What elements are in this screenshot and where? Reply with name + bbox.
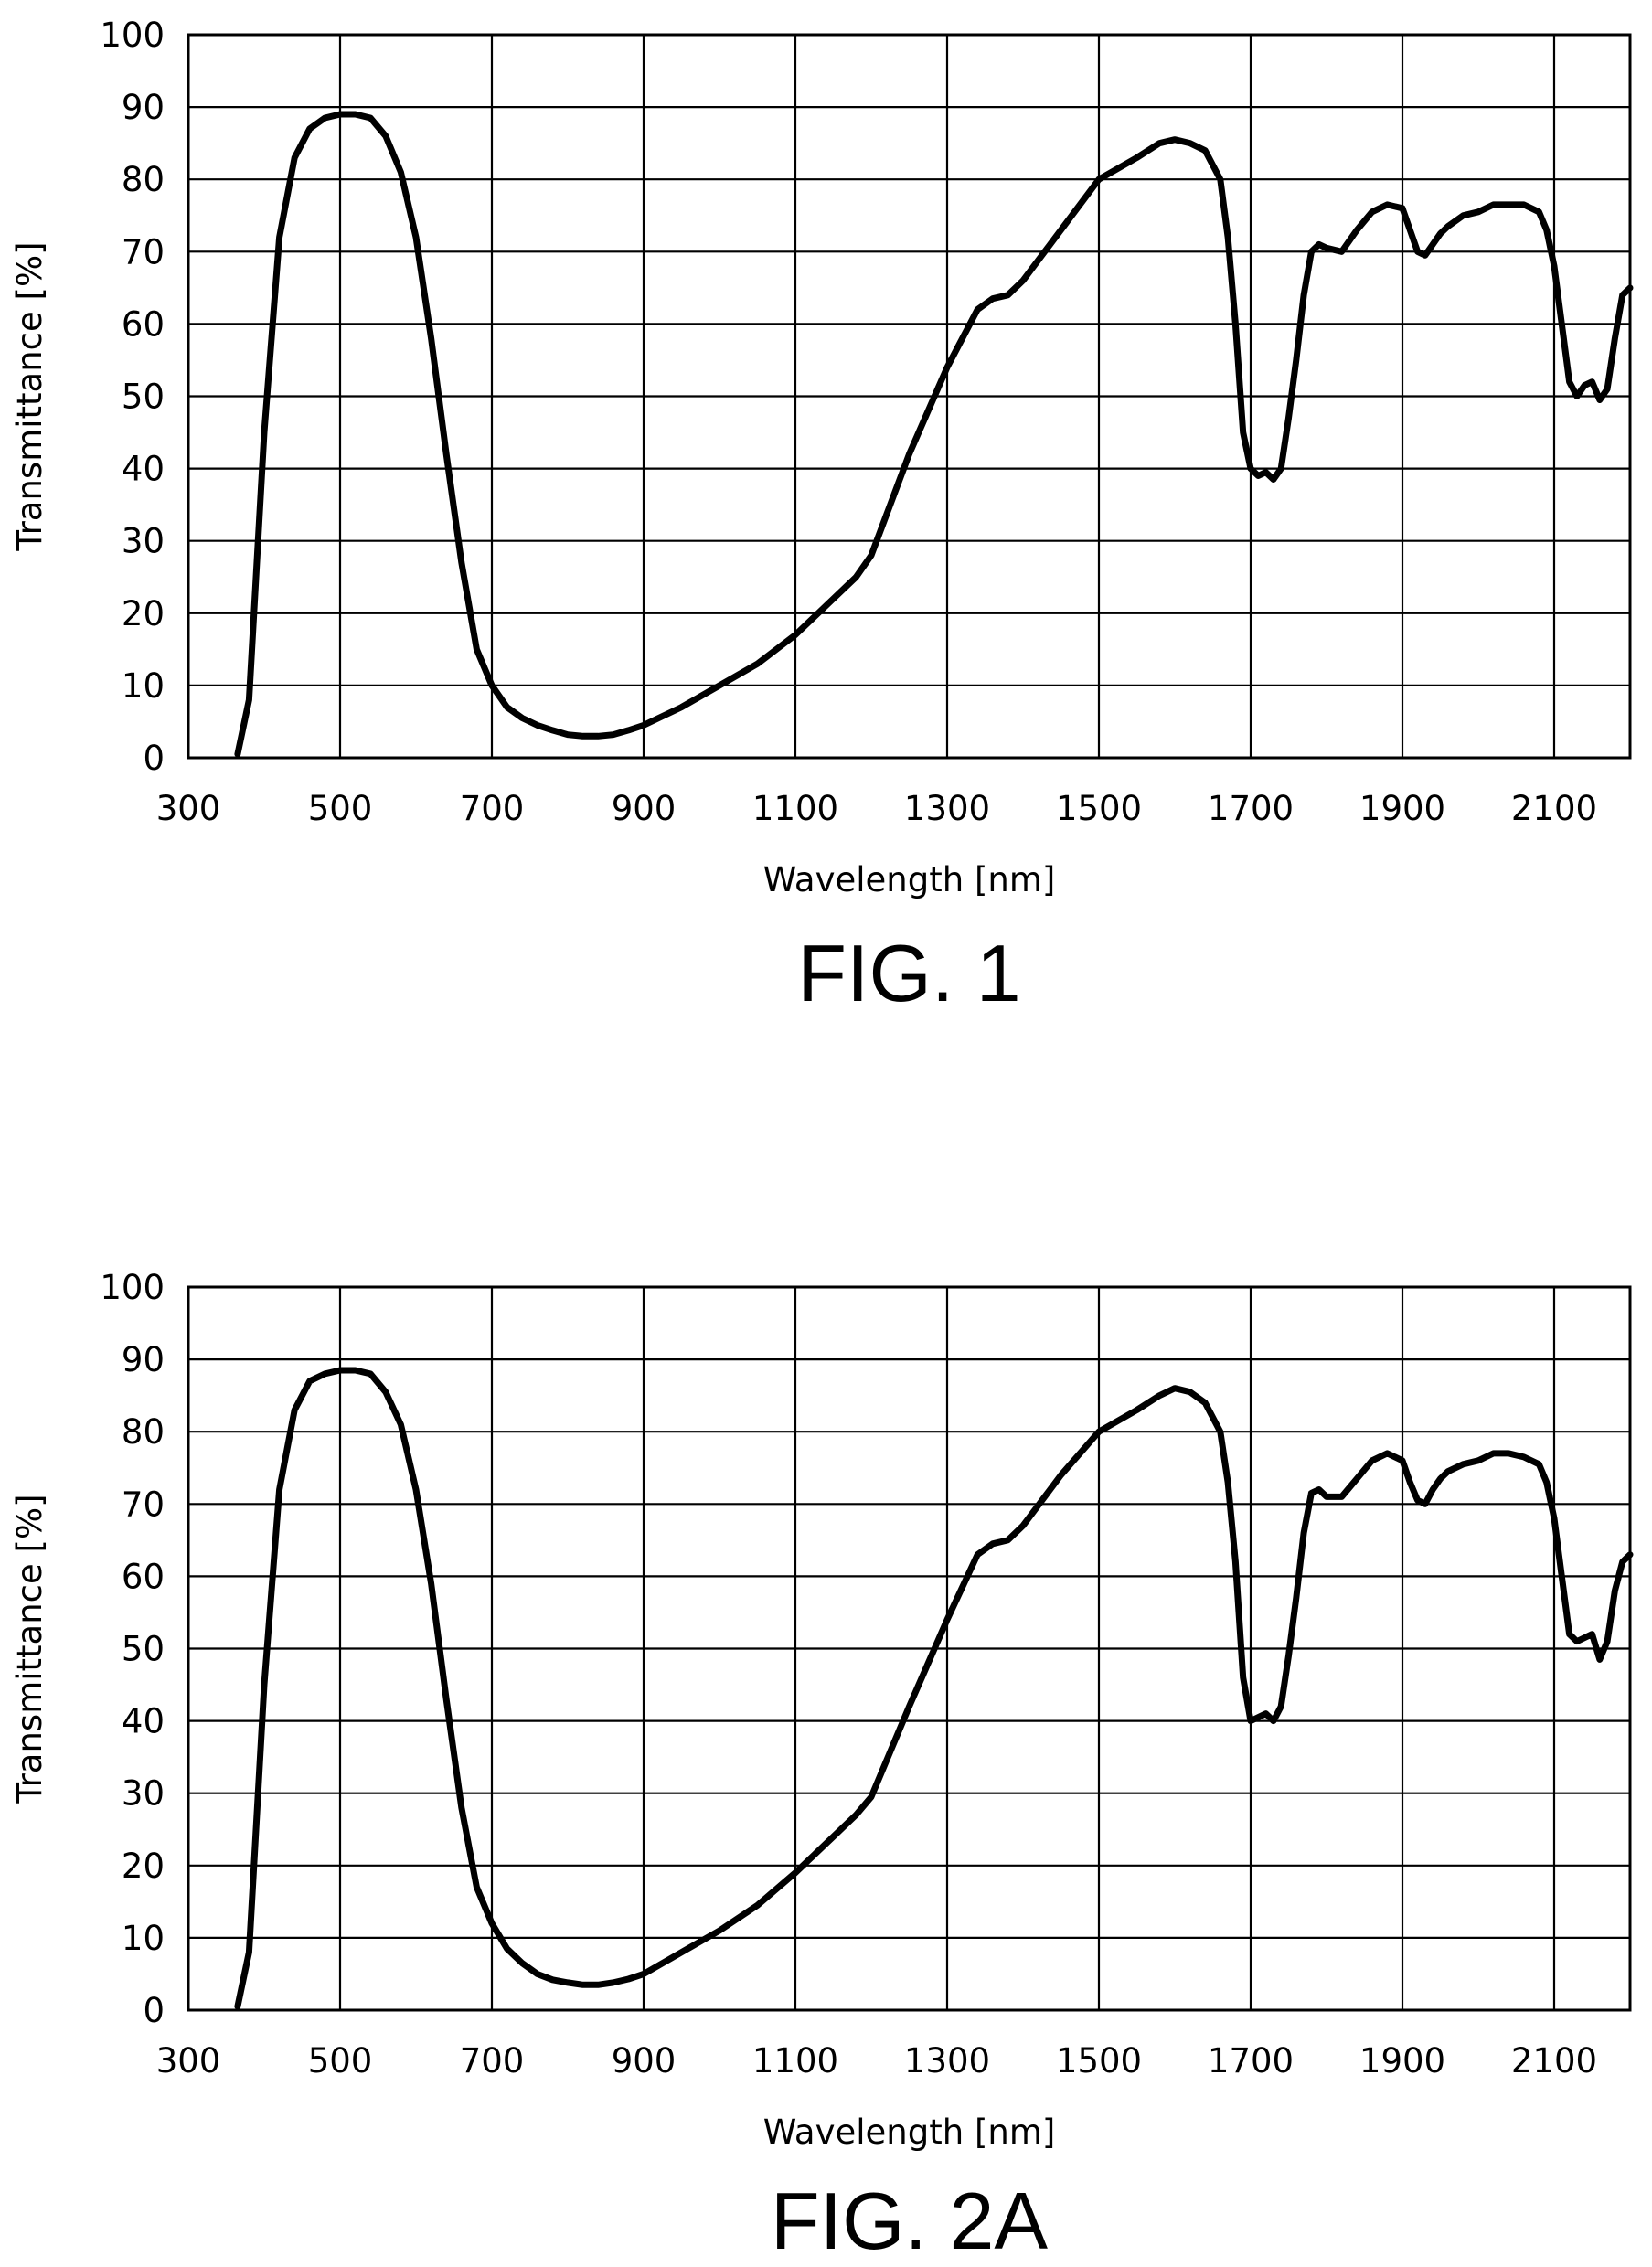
y-tick-label: 10: [122, 666, 165, 706]
y-tick-label: 0: [143, 739, 165, 778]
y-tick-label: 60: [122, 304, 165, 344]
y-tick-label: 70: [122, 1485, 165, 1524]
y-tick-label: 40: [122, 450, 165, 489]
x-tick-label: 1900: [1359, 2041, 1445, 2081]
x-axis-label: Wavelength [nm]: [763, 2113, 1056, 2152]
figure-2a: 0 10 20 30 40 50 60 70 80 90 100 300 500 700 900 1100 13…: [0, 1261, 1652, 2267]
x-tick-label: 1100: [752, 789, 838, 828]
x-tick-label: 2100: [1511, 2041, 1597, 2081]
y-tick-label: 10: [122, 1919, 165, 1958]
x-tick-label: 300: [156, 789, 221, 828]
x-tick-label: 1700: [1208, 2041, 1294, 2081]
plot-area-frame: [187, 33, 1632, 760]
figure-caption: FIG. 2A: [771, 2176, 1048, 2266]
y-tick-label: 100: [100, 16, 165, 55]
y-tick-label: 0: [143, 1991, 165, 2030]
x-tick-label: 2100: [1511, 789, 1597, 828]
y-tick-label: 30: [122, 522, 165, 561]
y-axis-label: Transmittance [%]: [10, 1494, 49, 1804]
y-tick-label: 40: [122, 1702, 165, 1741]
x-axis-label: Wavelength [nm]: [763, 860, 1056, 899]
y-tick-label: 90: [122, 1340, 165, 1379]
x-tick-label: 500: [308, 789, 373, 828]
x-tick-label: 1100: [752, 2041, 838, 2081]
x-tick-label: 1900: [1359, 789, 1445, 828]
y-tick-label: 60: [122, 1557, 165, 1596]
y-tick-label: 100: [100, 1268, 165, 1307]
plot-area-frame: [187, 1285, 1632, 2012]
y-tick-label: 90: [122, 88, 165, 127]
y-tick-label: 70: [122, 232, 165, 271]
figure-1: 0 10 20 30 40 50 60 70 80 90 100 300 500 700 900 1100 13…: [0, 0, 1652, 1042]
x-tick-label: 500: [308, 2041, 373, 2081]
transmittance-series-line: [234, 1367, 1634, 2010]
x-tick-label: 1500: [1056, 2041, 1142, 2081]
x-tick-label: 900: [612, 789, 677, 828]
x-tick-label: 900: [612, 2041, 677, 2081]
x-tick-label: 1300: [904, 2041, 990, 2081]
y-tick-label: 20: [122, 594, 165, 633]
figure-caption: FIG. 1: [797, 928, 1021, 1018]
x-tick-label: 700: [460, 2041, 525, 2081]
transmittance-chart-fig-1: 0 10 20 30 40 50 60 70 80 90 100 300 500 700 900 1100 13…: [10, 16, 1634, 1018]
x-tick-label: 700: [460, 789, 525, 828]
y-axis-label: Transmittance [%]: [10, 241, 49, 551]
y-tick-label: 50: [122, 378, 165, 417]
x-tick-label: 1500: [1056, 789, 1142, 828]
y-tick-label: 50: [122, 1630, 165, 1669]
y-tick-label: 20: [122, 1847, 165, 1886]
transmittance-series-line: [234, 111, 1634, 758]
x-tick-label: 1700: [1208, 789, 1294, 828]
y-tick-label: 30: [122, 1774, 165, 1814]
x-tick-label: 1300: [904, 789, 990, 828]
y-tick-label: 80: [122, 1412, 165, 1452]
transmittance-chart-fig-2a: 0 10 20 30 40 50 60 70 80 90 100 300 500 700 900 1100 13…: [10, 1268, 1634, 2266]
y-tick-label: 80: [122, 160, 165, 199]
x-tick-label: 300: [156, 2041, 221, 2081]
